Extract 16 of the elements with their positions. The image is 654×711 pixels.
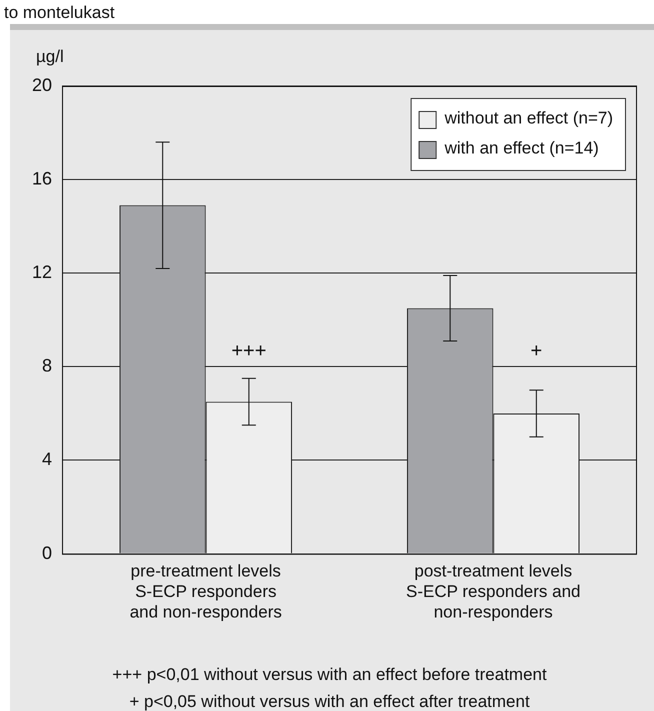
- y-tick-label: 4: [42, 449, 52, 470]
- x-tick-label: post-treatment levels S-ECP responders and non-responders: [406, 562, 581, 622]
- legend-label: with an effect (n=14): [444, 138, 599, 158]
- annotation: +++: [231, 340, 266, 362]
- chart-title: to montelukast: [4, 3, 115, 22]
- y-tick-label: 16: [32, 168, 52, 189]
- text: +++ p<0,01 without versus with an effect before treatment: [112, 664, 547, 684]
- y-axis-title: µg/l: [36, 47, 64, 66]
- legend-label: without an effect (n=7): [444, 108, 613, 128]
- annotation: +: [530, 340, 542, 362]
- x-tick-label: pre-treatment levels S-ECP responders and non-responders: [130, 562, 282, 622]
- y-tick-label: 8: [42, 356, 52, 376]
- y-tick-label: 12: [32, 262, 52, 282]
- y-tick-label: 20: [32, 74, 52, 95]
- text: + p<0,05 without versus with an effect after treatment: [129, 692, 530, 711]
- y-tick-label: 0: [42, 542, 52, 563]
